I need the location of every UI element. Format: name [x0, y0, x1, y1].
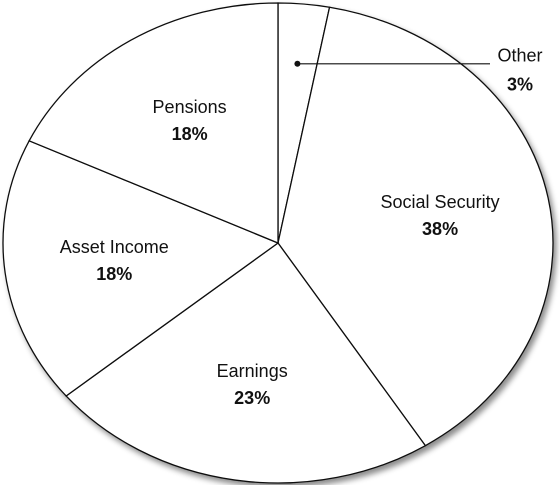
slice-label: Earnings [217, 361, 288, 381]
pie-slice [28, 2, 279, 244]
slice-value-label: 38% [422, 219, 458, 239]
slice-value-label: 23% [234, 388, 270, 408]
pie-slice [277, 6, 554, 447]
slice-label: Asset Income [60, 237, 169, 257]
pie-slice [65, 242, 427, 484]
slice-label: Other [497, 46, 542, 66]
slice-value-label: 18% [96, 264, 132, 284]
pie [2, 2, 554, 484]
slice-label: Social Security [381, 192, 500, 212]
pie-slice [2, 139, 280, 397]
slice-value-label: 18% [172, 124, 208, 144]
slice-value-label: 3% [507, 75, 533, 95]
slice-label: Pensions [153, 97, 227, 117]
